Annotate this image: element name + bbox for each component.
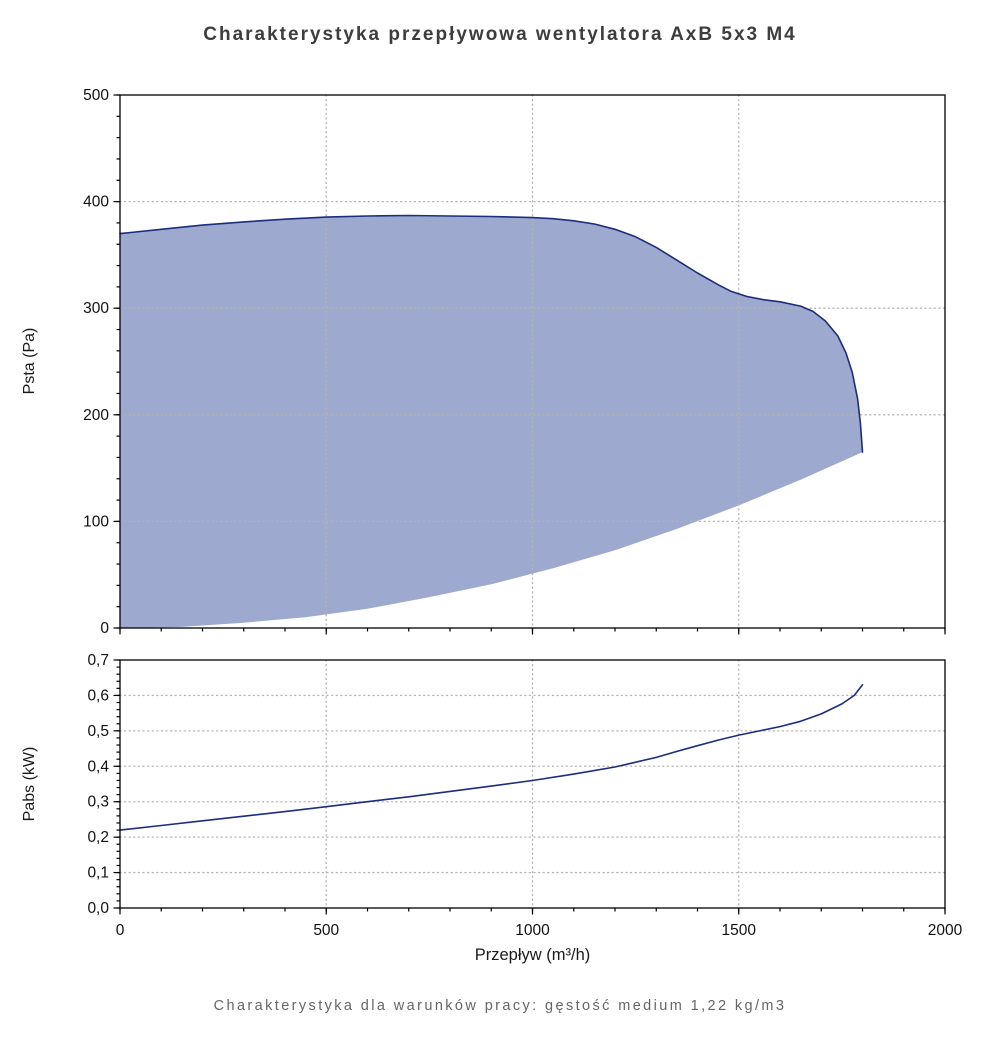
gridlines	[119, 94, 946, 629]
x-tick-label: 1500	[722, 922, 757, 939]
y-tick-label: 0,7	[87, 652, 109, 669]
y-tick-label: 0,5	[87, 723, 109, 740]
x-tick-label: 1000	[515, 922, 550, 939]
gridlines	[119, 659, 946, 909]
x-tick-label: 2000	[928, 922, 963, 939]
axis-ticks	[113, 94, 946, 635]
flow-axis-label: Przepływ (m³/h)	[474, 946, 591, 964]
y-tick-label: 0,6	[87, 687, 109, 704]
pabs-power-chart: 0,0 0,1 0,2 0,3 0,4 0,5 0,6 0,7 0 500 1000 1500 2000	[87, 652, 962, 939]
y-tick-label: 400	[83, 194, 109, 211]
operating-area-fill	[120, 215, 863, 628]
tick-labels: 0 100 200 300 400 500	[83, 87, 109, 637]
y-tick-label: 0,2	[87, 829, 109, 846]
tick-labels: 0,0 0,1 0,2 0,3 0,4 0,5 0,6 0,7 0 500 1000 1500 2000	[87, 652, 962, 939]
curve-Pabs - moc pobierana	[119, 684, 864, 831]
x-tick-label: 500	[313, 922, 339, 939]
axis-ticks	[113, 659, 946, 915]
x-tick-label: 0	[116, 922, 125, 939]
y-tick-label: 0,4	[87, 758, 109, 775]
psta-pressure-chart: 0 100 200 300 400 500	[83, 87, 946, 637]
y-tick-label: 500	[83, 87, 109, 104]
curve-Psta - granica górna (krzywa wentylatora)	[119, 214, 864, 453]
y-tick-label: 0	[100, 620, 109, 637]
y-tick-label: 0,0	[87, 900, 109, 917]
y-tick-label: 0,1	[87, 865, 109, 882]
y-tick-label: 300	[83, 300, 109, 317]
operating-conditions-note: Charakterystyka dla warunków pracy: gęst…	[213, 998, 787, 1014]
y-tick-label: 200	[83, 407, 109, 424]
y-tick-label: 100	[83, 513, 109, 530]
y-tick-label: 0,3	[87, 794, 109, 811]
chart-title: Charakterystyka przepływowa wentylatora …	[203, 24, 797, 45]
